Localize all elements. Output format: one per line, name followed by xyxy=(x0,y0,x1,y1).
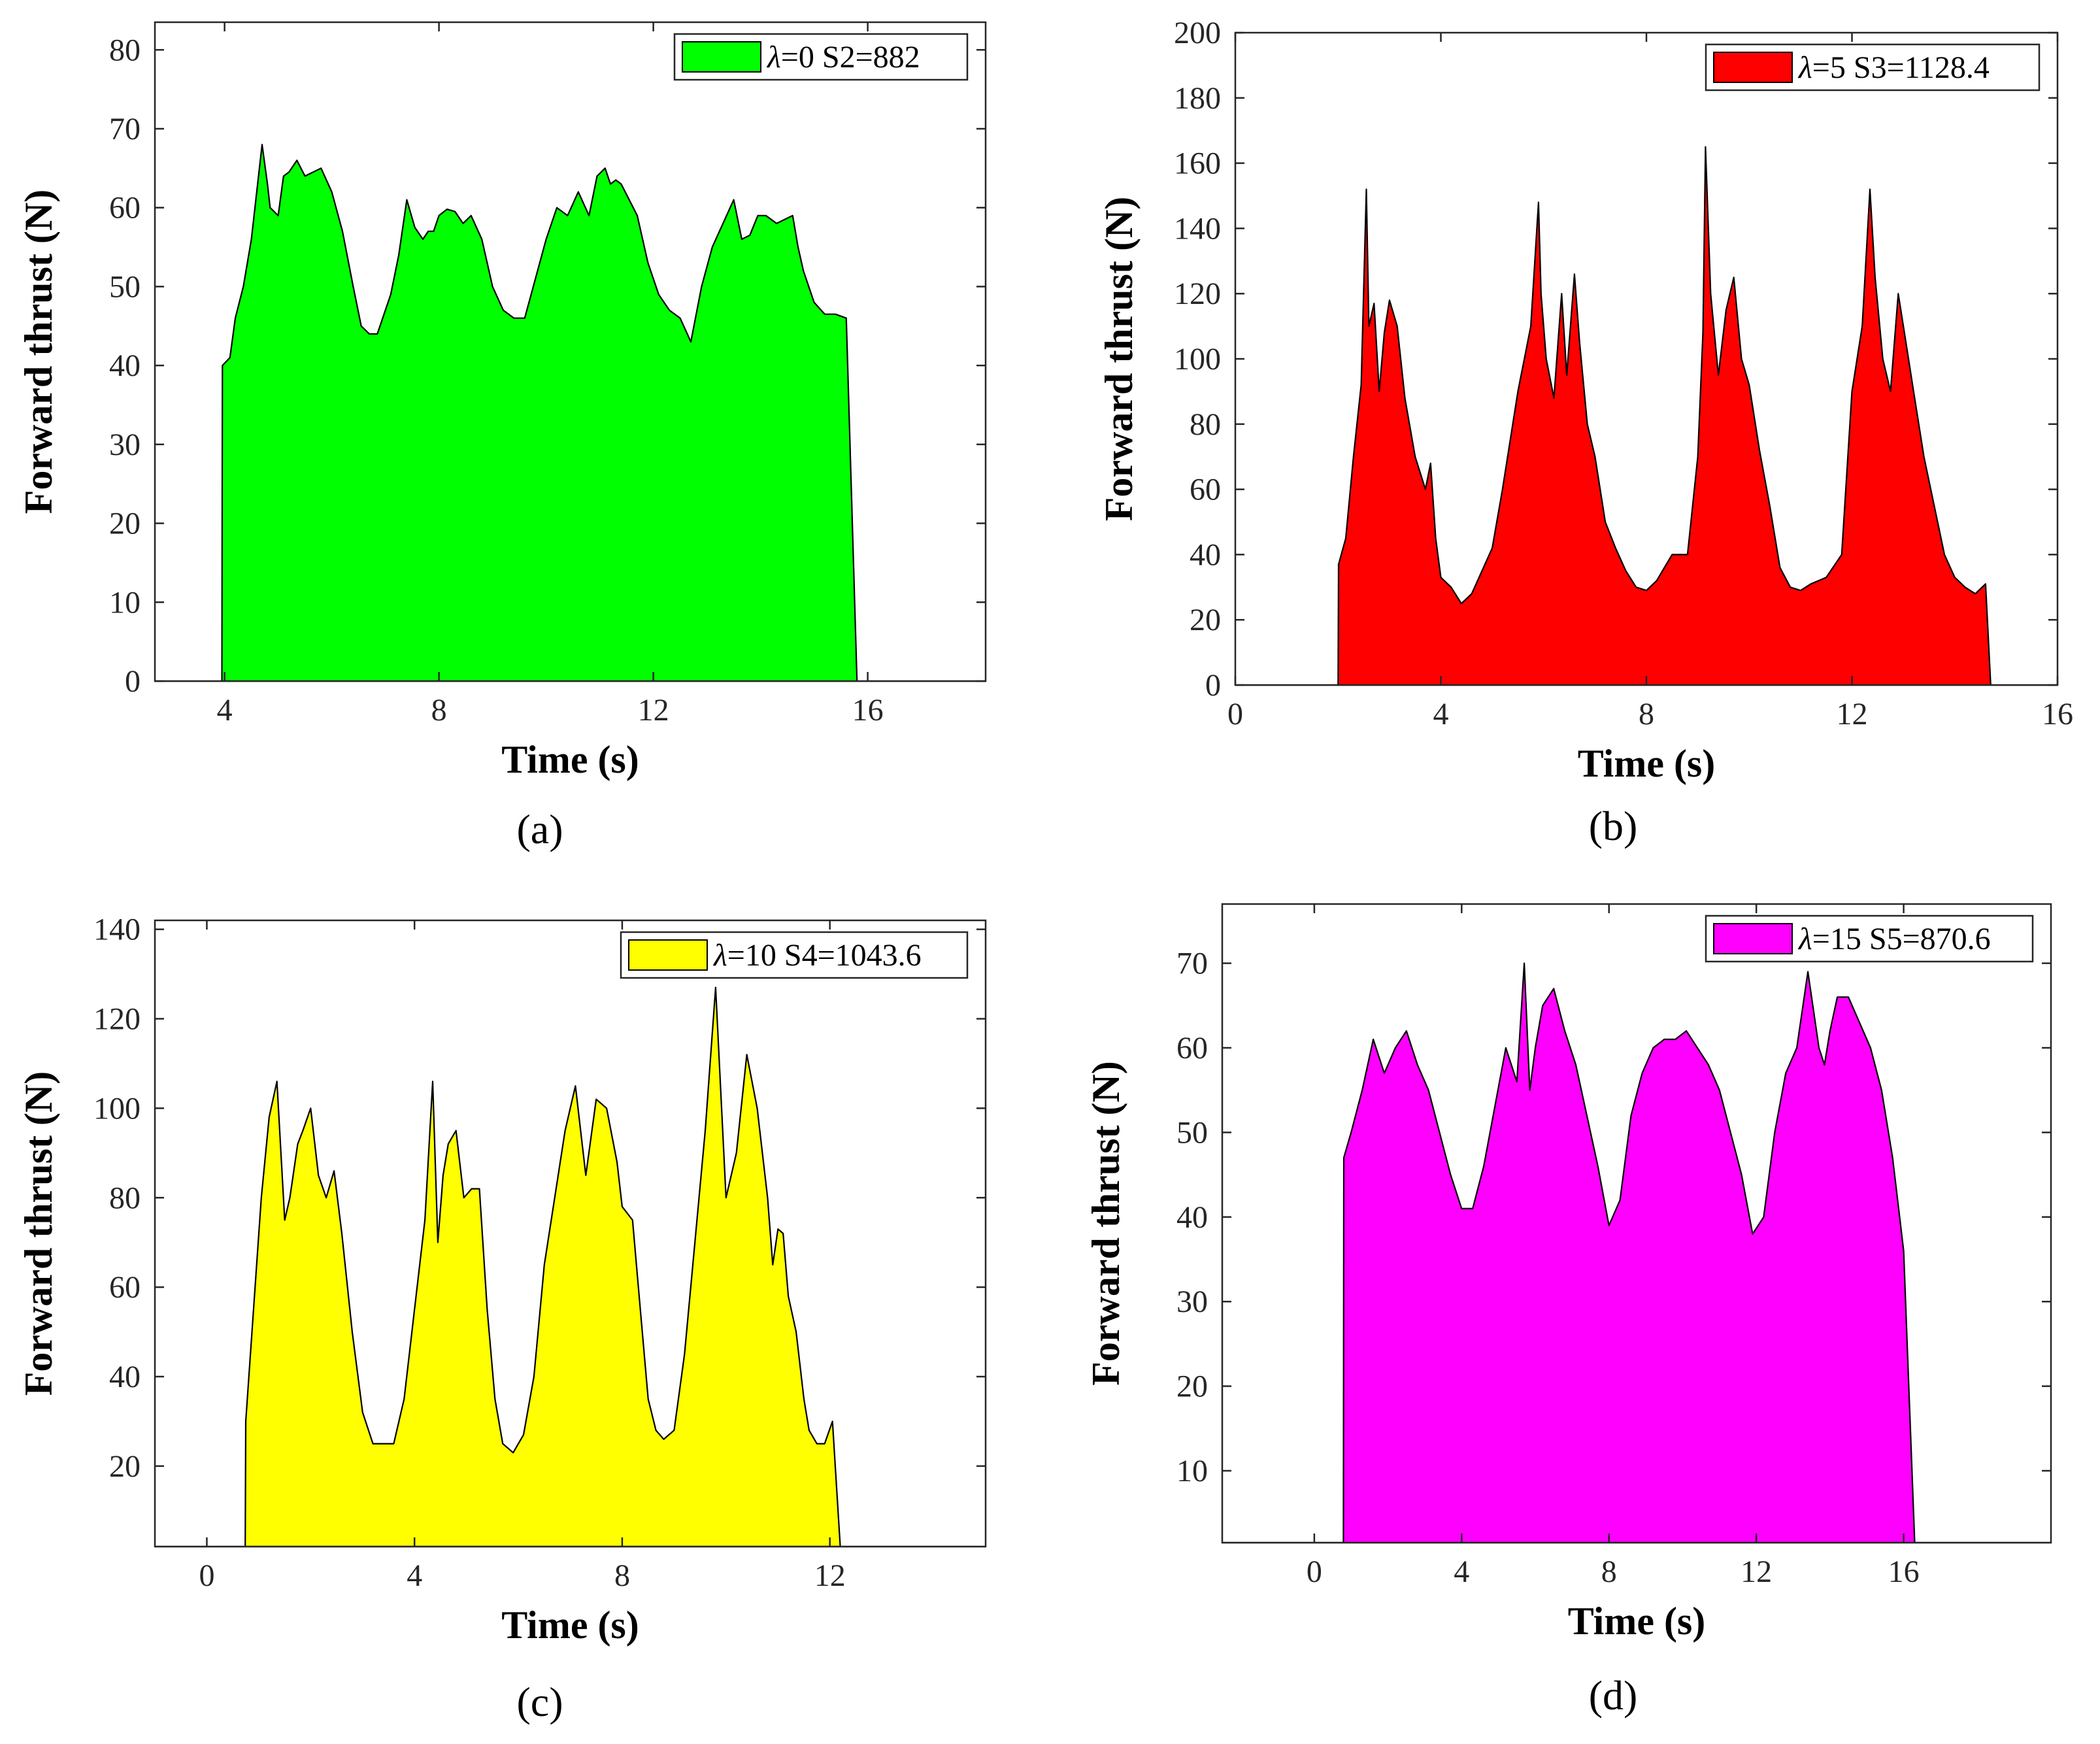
legend-lambda: λ xyxy=(766,40,781,75)
legend: λ=15 S5=870.6 xyxy=(1705,914,2034,963)
y-tick-label: 20 xyxy=(109,507,141,541)
y-tick-label: 100 xyxy=(1174,342,1221,377)
x-axis-label: Time (s) xyxy=(501,1603,639,1647)
y-tick-label: 20 xyxy=(1190,603,1221,637)
thrust-area-series xyxy=(154,144,987,682)
y-tick-label: 160 xyxy=(1174,146,1221,181)
x-axis-label: Time (s) xyxy=(1578,742,1716,785)
x-tick-label: 12 xyxy=(814,1558,846,1593)
y-tick-label: 20 xyxy=(109,1449,141,1484)
y-axis-label: Forward thrust (N) xyxy=(1097,197,1141,522)
x-tick-label: 16 xyxy=(1888,1554,1920,1589)
axes-frame xyxy=(154,21,987,682)
x-tick-label: 4 xyxy=(407,1558,422,1593)
y-tick-label: 70 xyxy=(1176,947,1208,981)
y-tick-label: 50 xyxy=(1176,1115,1208,1150)
legend-label: λ=15 S5=870.6 xyxy=(1797,922,1991,956)
x-tick-label: 8 xyxy=(614,1558,630,1593)
y-tick-label: 10 xyxy=(1176,1454,1208,1488)
y-tick-label: 140 xyxy=(93,913,141,947)
x-tick-label: 8 xyxy=(431,693,447,728)
legend-lambda: λ xyxy=(712,938,727,973)
y-tick-label: 80 xyxy=(109,33,141,67)
axes-frame xyxy=(1221,903,2052,1544)
y-axis-label: Forward thrust (N) xyxy=(17,1071,60,1396)
legend-text: =15 S5=870.6 xyxy=(1812,922,1991,956)
y-tick-label: 180 xyxy=(1174,81,1221,116)
x-tick-label: 0 xyxy=(1307,1554,1322,1589)
legend-swatch xyxy=(682,41,761,73)
panel-c: 0 4 8 12 20 40 60 80 100 120 140 Time (s) Forward th… xyxy=(17,913,987,1725)
legend: λ=5 S3=1128.4 xyxy=(1705,43,2041,92)
y-tick-label: 0 xyxy=(125,664,141,699)
x-tick-label: 0 xyxy=(199,1558,214,1593)
thrust-area-series xyxy=(1221,962,2052,1544)
x-axis-label: Time (s) xyxy=(501,738,639,781)
thrust-area-series xyxy=(154,986,987,1548)
legend-text: =0 S2=882 xyxy=(781,40,920,75)
x-tick-label: 12 xyxy=(1837,697,1868,731)
y-tick-label: 60 xyxy=(109,191,141,226)
y-tick-label: 60 xyxy=(1190,473,1221,507)
legend-swatch xyxy=(1713,52,1793,83)
legend-label: λ=5 S3=1128.4 xyxy=(1797,50,1990,85)
panel-d: 0 4 8 12 16 10 20 30 40 50 60 70 Time (s) Forward thr… xyxy=(1084,903,2052,1719)
y-tick-label: 40 xyxy=(109,348,141,383)
panel-caption: (c) xyxy=(516,1679,563,1725)
legend-lambda: λ xyxy=(1797,50,1812,85)
y-tick-label: 70 xyxy=(109,112,141,146)
y-tick-label: 50 xyxy=(109,269,141,304)
y-tick-label: 40 xyxy=(109,1360,141,1394)
x-tick-label: 16 xyxy=(2042,697,2073,731)
y-tick-label: 60 xyxy=(1176,1031,1208,1065)
x-tick-label: 4 xyxy=(217,693,233,728)
x-axis-label: Time (s) xyxy=(1568,1600,1706,1643)
y-tick-label: 10 xyxy=(109,585,141,620)
x-tick-label: 12 xyxy=(638,693,669,728)
legend-lambda: λ xyxy=(1797,922,1812,956)
legend-swatch xyxy=(628,939,708,971)
x-tick-label: 12 xyxy=(1741,1554,1772,1589)
y-tick-label: 140 xyxy=(1174,211,1221,246)
x-tick-label: 8 xyxy=(1601,1554,1617,1589)
y-tick-label: 40 xyxy=(1176,1200,1208,1235)
x-tick-label: 16 xyxy=(852,693,884,728)
x-tick-label: 4 xyxy=(1433,697,1449,731)
legend-label: λ=10 S4=1043.6 xyxy=(712,938,922,973)
x-tick-label: 0 xyxy=(1227,697,1243,731)
y-tick-label: 40 xyxy=(1190,537,1221,572)
legend: λ=10 S4=1043.6 xyxy=(620,931,969,979)
y-tick-label: 80 xyxy=(1190,407,1221,442)
legend-label: λ=0 S2=882 xyxy=(766,40,920,75)
panel-caption: (d) xyxy=(1589,1672,1638,1719)
y-tick-label: 120 xyxy=(1174,277,1221,311)
thrust-area-series xyxy=(1234,146,2059,686)
axes-frame xyxy=(154,919,987,1548)
panel-caption: (b) xyxy=(1589,803,1638,849)
y-tick-label: 60 xyxy=(109,1270,141,1305)
x-tick-label: 8 xyxy=(1639,697,1654,731)
panel-caption: (a) xyxy=(516,806,563,852)
legend-text: =10 S4=1043.6 xyxy=(727,938,922,973)
panel-a: 4 8 12 16 0 10 20 30 40 50 60 70 80 Time (s) Forward t… xyxy=(17,21,987,852)
legend-swatch xyxy=(1713,923,1793,954)
y-tick-label: 120 xyxy=(93,1002,141,1037)
y-tick-label: 20 xyxy=(1176,1369,1208,1404)
y-tick-label: 30 xyxy=(109,428,141,462)
y-tick-label: 80 xyxy=(109,1181,141,1215)
y-tick-label: 200 xyxy=(1174,16,1221,50)
y-tick-label: 100 xyxy=(93,1091,141,1126)
legend-text: =5 S3=1128.4 xyxy=(1812,50,1990,85)
x-tick-label: 4 xyxy=(1454,1554,1469,1589)
legend: λ=0 S2=882 xyxy=(673,33,969,81)
y-tick-label: 0 xyxy=(1205,668,1221,703)
y-axis-label: Forward thrust (N) xyxy=(17,190,60,514)
y-axis-label: Forward thrust (N) xyxy=(1084,1061,1127,1386)
y-tick-label: 30 xyxy=(1176,1284,1208,1319)
